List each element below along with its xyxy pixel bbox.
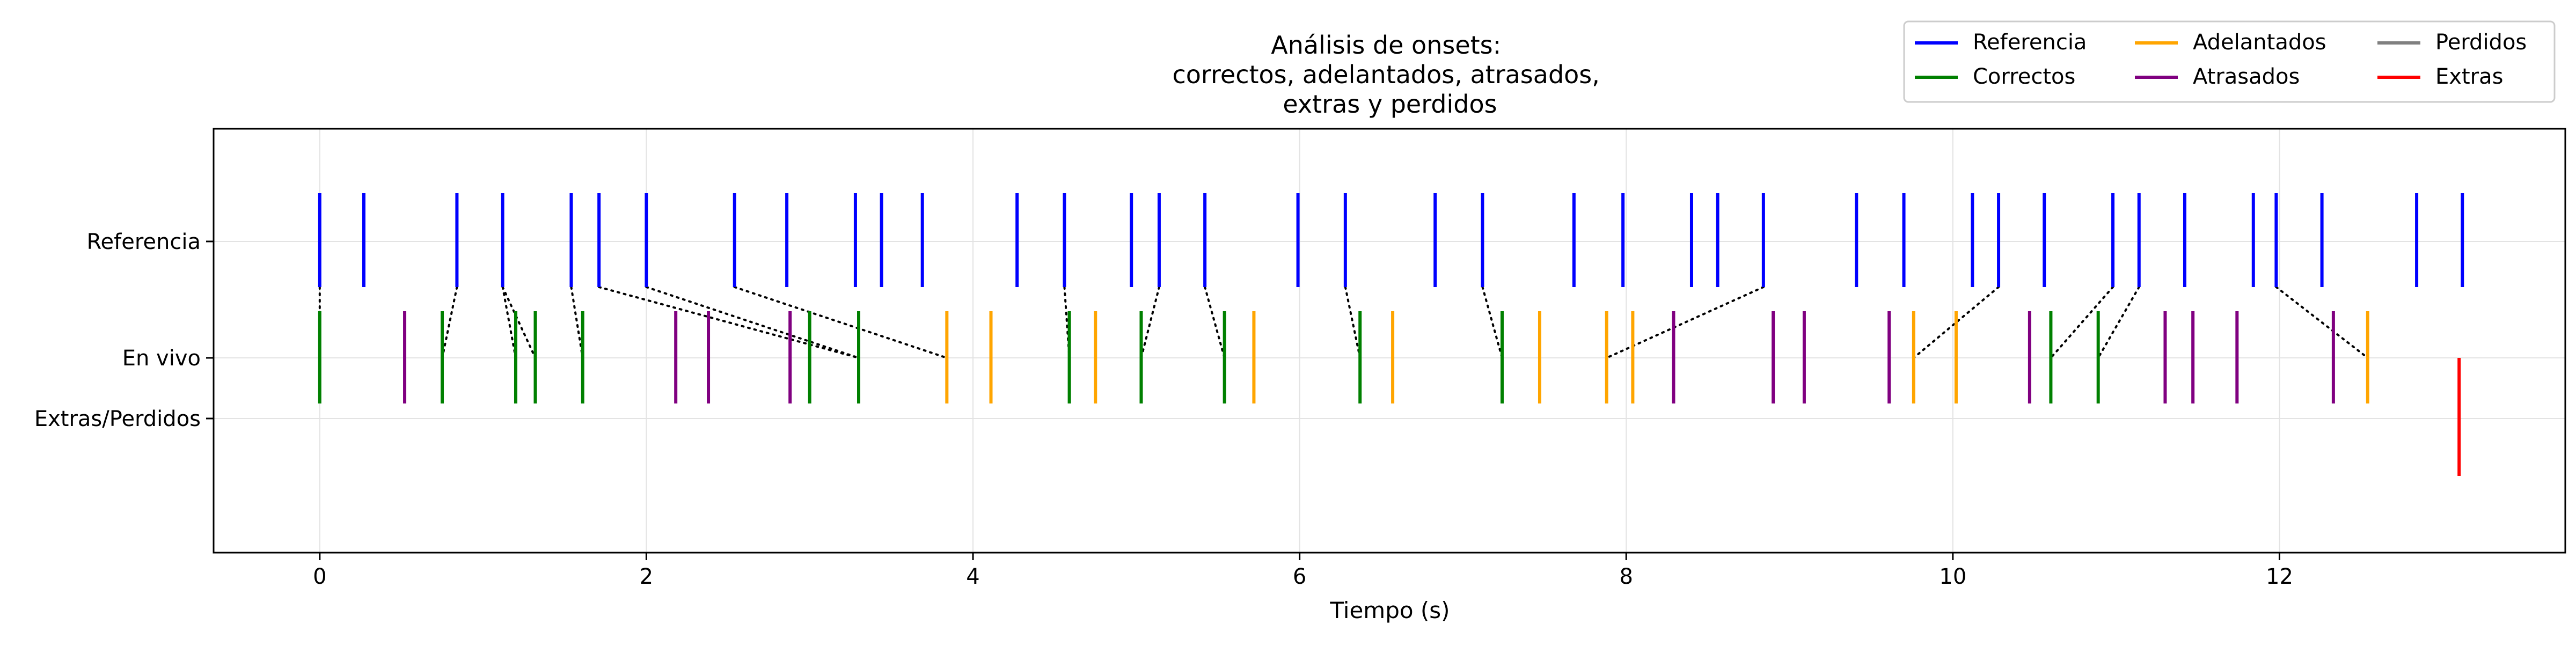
legend-label-adelantados: Adelantados	[2193, 30, 2326, 55]
match-line-13	[1605, 286, 1765, 359]
chart-title-line-2: correctos, adelantados, atrasados,	[1172, 60, 1599, 89]
legend-label-perdidos: Perdidos	[2435, 30, 2527, 55]
match-line-11	[1344, 286, 1362, 359]
match-line-2	[501, 286, 517, 359]
match-line-16	[2097, 286, 2140, 359]
match-line-12	[1481, 286, 1503, 359]
x-axis-label: Tiempo (s)	[1329, 597, 1450, 623]
legend-label-atrasados: Atrasados	[2193, 64, 2300, 89]
legend-item-perdidos: Perdidos	[2377, 30, 2527, 55]
x-axis-ticks: 0 2 4 6 8 10 12	[313, 553, 2293, 589]
x-tick-label-2: 4	[966, 564, 979, 589]
match-line-14	[1912, 286, 2000, 359]
chart-title: Análisis de onsets: correctos, adelantad…	[1172, 31, 1607, 119]
y-axis-ticks: Referencia En vivo Extras/Perdidos	[34, 230, 214, 431]
match-line-17	[2275, 286, 2369, 359]
x-tick-label-1: 2	[640, 564, 653, 589]
y-tick-label-0: Referencia	[87, 230, 201, 254]
grid-layer	[214, 129, 2565, 553]
legend: Referencia Correctos Adelantados Atrasados P…	[1903, 20, 2556, 103]
legend-label-extras: Extras	[2435, 64, 2503, 89]
x-tick-label-0: 0	[313, 564, 326, 589]
y-tick-label-2: Extras/Perdidos	[34, 407, 201, 431]
match-line-15	[2050, 286, 2114, 359]
legend-item-extras: Extras	[2377, 64, 2503, 89]
legend-label-correctos: Correctos	[1973, 64, 2075, 89]
legend-item-referencia: Referencia	[1915, 30, 2087, 55]
x-tick-label-6: 12	[2266, 564, 2293, 589]
x-tick-label-3: 6	[1293, 564, 1306, 589]
match-lines-layer	[318, 286, 2369, 359]
y-tick-label-1: En vivo	[122, 346, 201, 371]
event-marks-layer	[318, 193, 2464, 476]
match-line-1	[441, 286, 458, 359]
legend-item-atrasados: Atrasados	[2135, 64, 2300, 89]
legend-label-referencia: Referencia	[1973, 30, 2087, 55]
plot-area-frame	[213, 128, 2566, 554]
chart-title-line-3: extras y perdidos	[1283, 90, 1497, 119]
chart-title-line-1: Análisis de onsets:	[1271, 31, 1501, 60]
legend-item-correctos: Correctos	[1915, 64, 2075, 89]
x-tick-label-4: 8	[1620, 564, 1633, 589]
x-tick-label-5: 10	[1939, 564, 1966, 589]
match-line-10	[1204, 286, 1226, 359]
legend-item-adelantados: Adelantados	[2135, 30, 2326, 55]
match-line-4	[570, 286, 584, 359]
match-line-5	[598, 286, 860, 359]
match-line-7	[733, 286, 948, 359]
match-line-6	[645, 286, 860, 359]
match-line-3	[501, 286, 537, 359]
match-line-9	[1140, 286, 1160, 359]
